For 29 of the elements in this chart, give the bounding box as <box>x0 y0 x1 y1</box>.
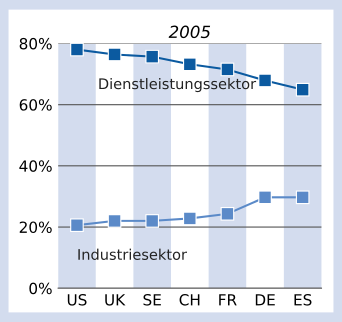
point <box>108 214 122 228</box>
point <box>220 207 234 221</box>
point <box>258 190 272 204</box>
chart-title: 2005 <box>168 26 210 38</box>
y-tick-label: 60% <box>20 99 52 111</box>
x-tick-label: US <box>68 294 87 306</box>
y-tick-label: 20% <box>20 221 52 234</box>
series-label: Industriesektor <box>78 248 187 260</box>
point <box>145 214 159 228</box>
point <box>70 218 84 232</box>
point <box>183 57 197 72</box>
y-tick-label: 40% <box>19 160 52 172</box>
point <box>296 190 310 204</box>
point <box>296 82 310 96</box>
point <box>108 48 122 62</box>
x-tick-label: DE <box>256 294 275 306</box>
point <box>258 74 272 88</box>
x-tick-label: ES <box>294 294 312 306</box>
x-tick-label: SE <box>144 294 161 306</box>
point <box>70 43 84 56</box>
series-label: Dienstleistungssektor <box>99 78 256 92</box>
x-tick-label: UK <box>105 294 126 306</box>
point <box>220 62 234 76</box>
point <box>145 50 159 64</box>
x-tick-label: CH <box>180 294 200 306</box>
y-tick-label: 0% <box>29 282 52 294</box>
x-tick-label: FR <box>219 294 237 306</box>
y-tick-label: 80% <box>20 38 52 50</box>
point <box>183 212 197 226</box>
